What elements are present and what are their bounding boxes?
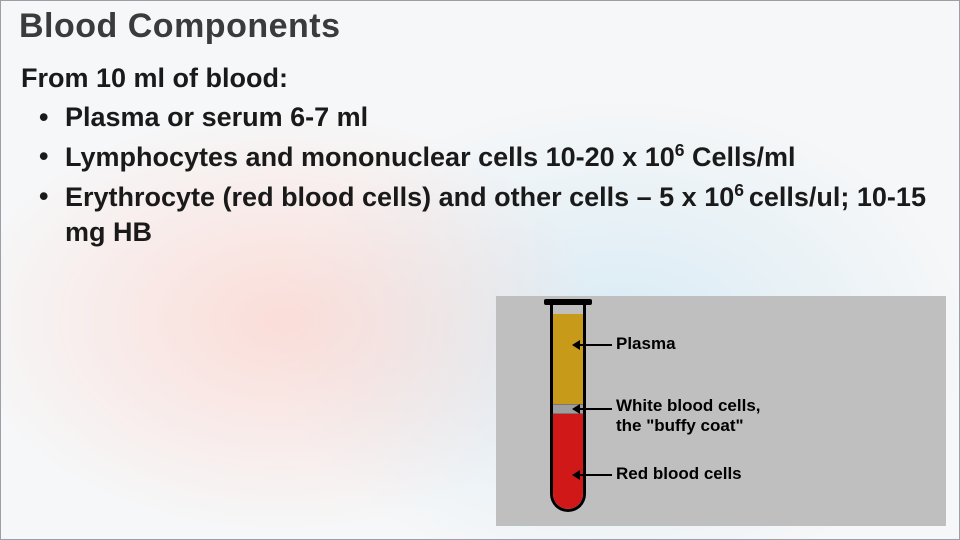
bullet-item: Lymphocytes and mononuclear cells 10-20 …	[39, 139, 939, 175]
rbc-layer	[553, 414, 583, 509]
bullet-item: Erythrocyte (red blood cells) and other …	[39, 179, 939, 250]
slide-title: Blood Components	[19, 7, 341, 46]
intro-line: From 10 ml of blood:	[21, 61, 939, 96]
label-text: Red blood cells	[616, 464, 742, 483]
arrow-buffy	[580, 408, 612, 410]
tube-rim	[544, 299, 592, 305]
bullet-item: Plasma or serum 6-7 ml	[39, 100, 939, 135]
arrow-rbc	[580, 474, 612, 476]
bullet-text: Plasma or serum 6-7 ml	[65, 102, 368, 132]
bullet-text: Erythrocyte (red blood cells) and other …	[65, 182, 734, 212]
test-tube	[550, 302, 586, 512]
slide: Blood Components From 10 ml of blood: Pl…	[0, 0, 960, 540]
content-block: From 10 ml of blood: Plasma or serum 6-7…	[21, 61, 939, 254]
label-text: White blood cells,	[616, 396, 761, 415]
tube-body	[550, 302, 586, 512]
label-text: Plasma	[616, 334, 676, 353]
plasma-layer	[553, 314, 583, 404]
bullet-list: Plasma or serum 6-7 ml Lymphocytes and m…	[21, 100, 939, 250]
label-text: the "buffy coat"	[616, 416, 744, 435]
superscript: 6	[675, 140, 685, 160]
arrow-plasma	[580, 344, 612, 346]
bullet-text: Lymphocytes and mononuclear cells 10-20 …	[65, 142, 675, 172]
label-buffy: White blood cells, the "buffy coat"	[616, 396, 761, 437]
blood-tube-diagram: Plasma White blood cells, the "buffy coa…	[496, 296, 946, 526]
bullet-text-post: Cells/ml	[685, 142, 796, 172]
label-rbc: Red blood cells	[616, 464, 742, 484]
label-plasma: Plasma	[616, 334, 676, 354]
superscript: 6	[734, 180, 749, 200]
